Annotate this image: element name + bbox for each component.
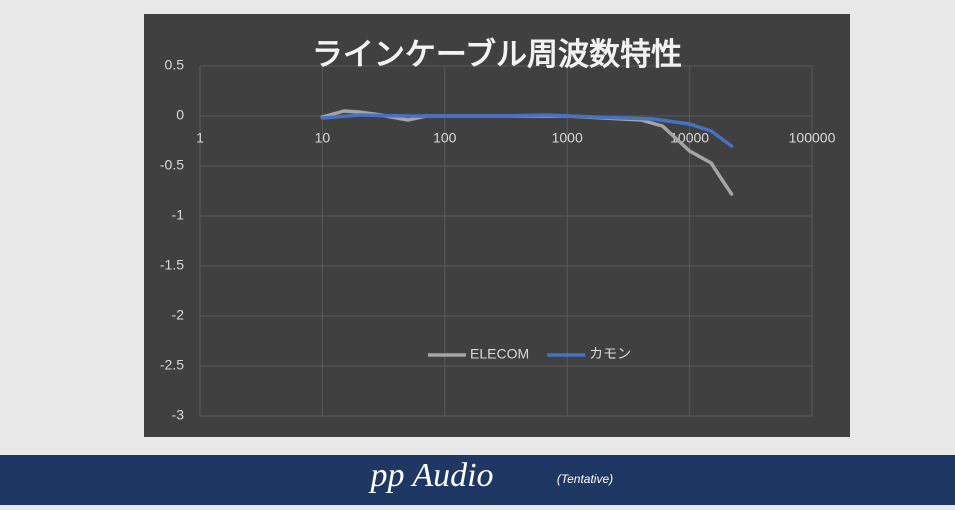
chart-area (144, 14, 850, 437)
x-tick-label: 1 (196, 130, 204, 146)
footer-brand: pp Audio (368, 457, 493, 494)
y-tick-label: 0.5 (165, 57, 185, 73)
x-tick-label: 100000 (789, 130, 836, 146)
y-tick-label: -0.5 (160, 157, 184, 173)
x-tick-label: 100 (433, 130, 457, 146)
chart: 0.50-0.5-1-1.5-2-2.5-31 10 100 1000 10000 100… (160, 57, 836, 423)
footer-band (0, 455, 955, 505)
y-tick-label: -1 (172, 207, 185, 223)
y-tick-label: -2 (172, 307, 185, 323)
legend-label: カモン (589, 346, 631, 362)
y-tick-label: -1.5 (160, 257, 184, 273)
y-tick-label: 0 (176, 107, 184, 123)
legend-label: ELECOM (470, 346, 529, 362)
y-tick-label: -2.5 (160, 357, 184, 373)
footer-note: (Tentative) (557, 472, 613, 486)
chart-title: ラインケーブル周波数特性 (312, 37, 682, 72)
x-tick-label: 1000 (552, 130, 583, 146)
y-tick-label: -3 (172, 407, 185, 423)
x-tick-label: 10 (315, 130, 331, 146)
series-line (320, 113, 734, 148)
